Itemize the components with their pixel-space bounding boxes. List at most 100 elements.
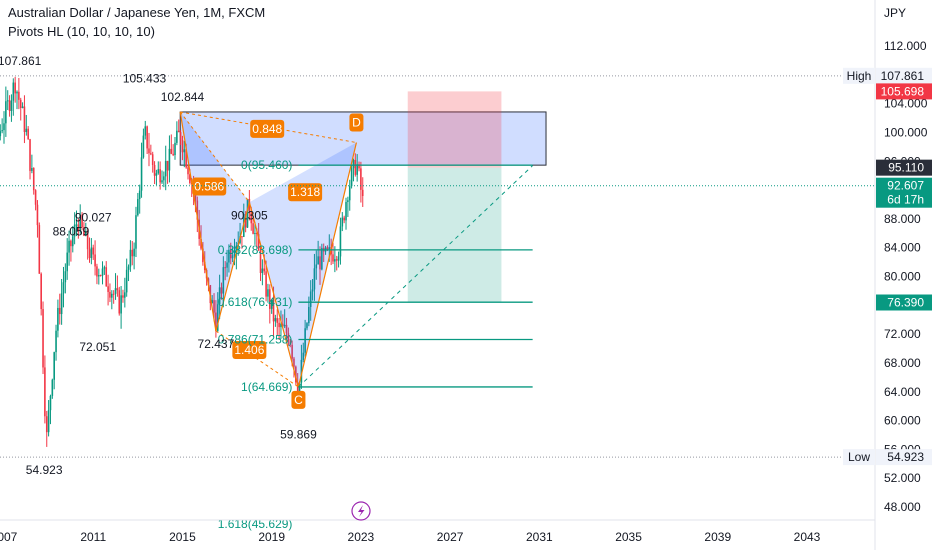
fib-label: 1(64.669) [241, 380, 292, 394]
x-tick-label: 2027 [437, 530, 464, 544]
candle [308, 296, 310, 327]
candle-body [296, 382, 299, 397]
candle [174, 137, 176, 160]
price-tag-bg [876, 159, 932, 176]
candle-body [55, 330, 57, 353]
candle-body [216, 304, 219, 331]
x-tick-label: 2023 [348, 530, 375, 544]
time-axis[interactable]: 2007 2011 2015 2019 2023 2027 2031 2035 2039 2043 [0, 530, 821, 544]
pivot-label: 90.027 [75, 210, 112, 224]
candle [356, 154, 358, 182]
candle-body [105, 267, 108, 287]
candle-body [125, 269, 128, 293]
candle [228, 244, 230, 273]
candle-body [282, 323, 284, 327]
candle [345, 197, 347, 230]
candle [313, 253, 316, 301]
pattern-xb-line [179, 111, 250, 203]
pivot-label: 88.059 [53, 224, 90, 238]
candle [122, 289, 124, 303]
price-tag-name: High [847, 69, 872, 83]
candle [161, 170, 163, 184]
candle [151, 151, 154, 173]
candle-body [151, 154, 154, 165]
candle [287, 327, 290, 346]
candle-body [66, 252, 68, 272]
candle-body [276, 318, 279, 323]
price-tag-name-bg [843, 449, 875, 466]
candle-body [120, 295, 122, 314]
candle-body [16, 91, 18, 94]
candle-body [84, 230, 87, 236]
harmonic-pattern[interactable]: 0.848 0.586 1.318 1.406 C D [179, 111, 533, 409]
candle-body [96, 266, 98, 277]
indicator-label[interactable]: Pivots HL (10, 10, 10, 10) [8, 24, 155, 39]
candle-body [49, 395, 52, 411]
candle [73, 212, 76, 245]
candle [70, 239, 72, 262]
candle-body [231, 255, 234, 259]
candle [18, 77, 20, 110]
candle-body [6, 100, 9, 102]
candle [19, 97, 22, 121]
candle-body [302, 352, 305, 360]
fib-level: 0(95.460) [241, 158, 533, 172]
lightning-icon[interactable] [351, 501, 371, 521]
candle-body [75, 224, 78, 226]
candle-body [62, 282, 65, 294]
candle [142, 128, 145, 159]
candle [159, 161, 161, 190]
candle [155, 169, 158, 186]
candle [120, 286, 122, 329]
candle [164, 145, 167, 191]
price-axis[interactable]: 112.000108.000104.000100.00096.00092.000… [884, 39, 928, 514]
candle [150, 144, 152, 156]
point-label-text: D [352, 116, 361, 130]
candle-body [241, 236, 243, 238]
x-tick-label: 2007 [0, 530, 18, 544]
candle-body [291, 344, 293, 359]
candle-body [111, 293, 113, 298]
price-tag-bg [876, 83, 932, 100]
candle [64, 263, 67, 294]
candle-body [47, 410, 50, 433]
candle-body [153, 164, 156, 176]
candle [49, 394, 52, 425]
y-tick-label: 104.000 [884, 97, 928, 111]
candle [352, 158, 355, 182]
candle [229, 242, 232, 265]
candle-body [229, 249, 232, 259]
symbol-title[interactable]: Australian Dollar / Japanese Yen, 1M, FX… [8, 5, 265, 20]
candle-body [300, 359, 303, 383]
candle-body [177, 130, 180, 133]
candle [321, 243, 323, 271]
candle-body [12, 82, 15, 101]
candle-body [226, 262, 228, 268]
x-tick-label: 2035 [615, 530, 642, 544]
candle-body [116, 288, 119, 291]
candle [127, 264, 130, 282]
candle-body [274, 318, 277, 322]
candle-body [81, 214, 83, 228]
candle-body [122, 295, 124, 298]
candle [133, 242, 135, 270]
candle [218, 274, 221, 320]
candle [261, 259, 264, 286]
candle [34, 189, 37, 211]
candle [14, 76, 16, 103]
y-tick-label: 68.000 [884, 356, 921, 370]
pivot-label: 54.923 [26, 463, 63, 477]
candle [166, 160, 169, 184]
fib-level: 1(64.669) [241, 380, 533, 394]
candle-body [40, 273, 42, 310]
candle-body [0, 131, 2, 137]
candle-body [164, 160, 167, 177]
long-position-tool[interactable] [407, 91, 502, 303]
candle-body [337, 256, 340, 261]
candle-body [1, 130, 3, 132]
candle [283, 309, 286, 329]
candle [109, 283, 111, 303]
candle-body [308, 306, 310, 324]
